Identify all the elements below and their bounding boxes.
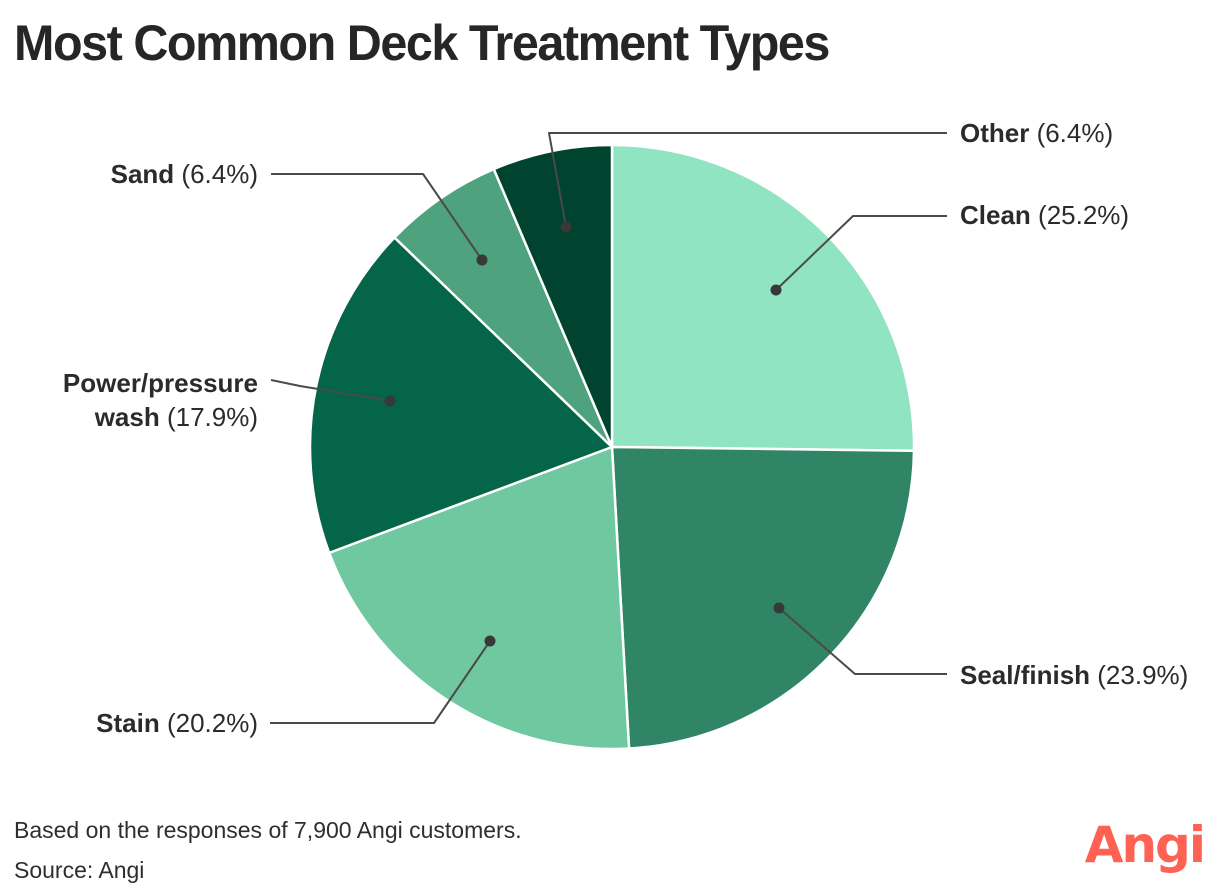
label-power-pressure-wash-pct: (17.9%) xyxy=(159,402,258,432)
leader-line-sand xyxy=(271,173,483,261)
pie-slice-power-pressure-wash xyxy=(308,236,614,555)
pie-slice-clean xyxy=(610,143,916,453)
leader-dot-stain xyxy=(484,635,496,647)
page-title: Most Common Deck Treatment Types xyxy=(14,15,830,71)
label-clean-pct: (25.2%) xyxy=(1030,200,1130,230)
footer-note: Based on the responses of 7,900 Angi cus… xyxy=(14,817,522,843)
label-seal-finish-name: Seal/finish xyxy=(960,660,1091,690)
pie-slice-seal-finish xyxy=(610,445,916,750)
label-stain-pct: (20.2%) xyxy=(159,708,258,738)
label-stain-name: Stain xyxy=(96,708,160,738)
angi-logo: Angi xyxy=(1084,816,1206,874)
leader-line-power-pressure-wash xyxy=(270,379,391,402)
pie-slice-stain xyxy=(327,445,631,751)
label-seal-finish: Seal/finish (23.9%) xyxy=(960,658,1188,692)
leader-dot-clean xyxy=(770,284,782,296)
label-other-name: Other xyxy=(960,118,1030,148)
leader-dot-sand xyxy=(476,254,488,266)
leader-dot-other xyxy=(560,221,572,233)
leader-dot-power-pressure-wash xyxy=(384,395,396,407)
label-sand: Sand (6.4%) xyxy=(111,157,258,191)
leader-line-stain xyxy=(270,640,491,724)
leader-dot-seal-finish xyxy=(773,602,785,614)
label-other: Other (6.4%) xyxy=(960,116,1113,150)
label-clean: Clean (25.2%) xyxy=(960,198,1129,232)
label-stain: Stain (20.2%) xyxy=(96,706,258,740)
footer-source: Source: Angi xyxy=(14,857,145,883)
label-clean-name: Clean xyxy=(960,200,1031,230)
leader-line-clean xyxy=(775,215,947,291)
label-sand-pct: (6.4%) xyxy=(174,159,258,189)
leader-line-other xyxy=(548,132,947,228)
label-sand-name: Sand xyxy=(110,159,175,189)
leader-line-seal-finish xyxy=(778,607,947,675)
label-power-pressure-wash-name: Power/pressure wash xyxy=(62,368,258,432)
label-seal-finish-pct: (23.9%) xyxy=(1090,660,1189,690)
label-other-pct: (6.4%) xyxy=(1029,118,1114,148)
label-power-pressure-wash: Power/pressure wash (17.9%) xyxy=(40,366,258,434)
